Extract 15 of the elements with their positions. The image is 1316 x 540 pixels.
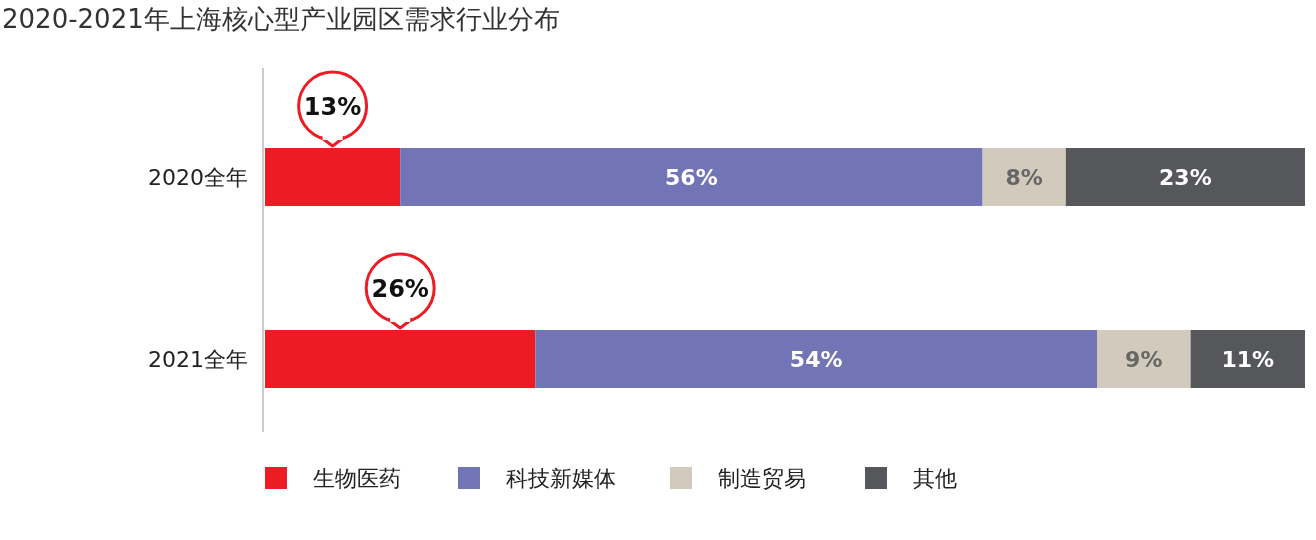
data-label: 56% [665, 165, 718, 190]
data-label: 8% [1005, 165, 1043, 190]
y-tick-label: 2020全年 [148, 165, 248, 190]
data-label: 54% [789, 347, 843, 372]
data-label: 26% [371, 275, 429, 303]
data-label: 13% [303, 93, 362, 121]
legend-label: 生物医药 [313, 466, 401, 491]
legend-label: 科技新媒体 [506, 466, 616, 491]
y-tick-label: 2021全年 [148, 347, 248, 372]
title: 2020-2021年上海核心型产业园区需求行业分布 [2, 4, 560, 34]
legend-label: 其他 [913, 466, 957, 491]
data-label: 9% [1125, 347, 1163, 372]
data-label: 23% [1159, 165, 1212, 190]
legend-label: 制造贸易 [718, 466, 806, 491]
data-label: 11% [1221, 347, 1275, 372]
